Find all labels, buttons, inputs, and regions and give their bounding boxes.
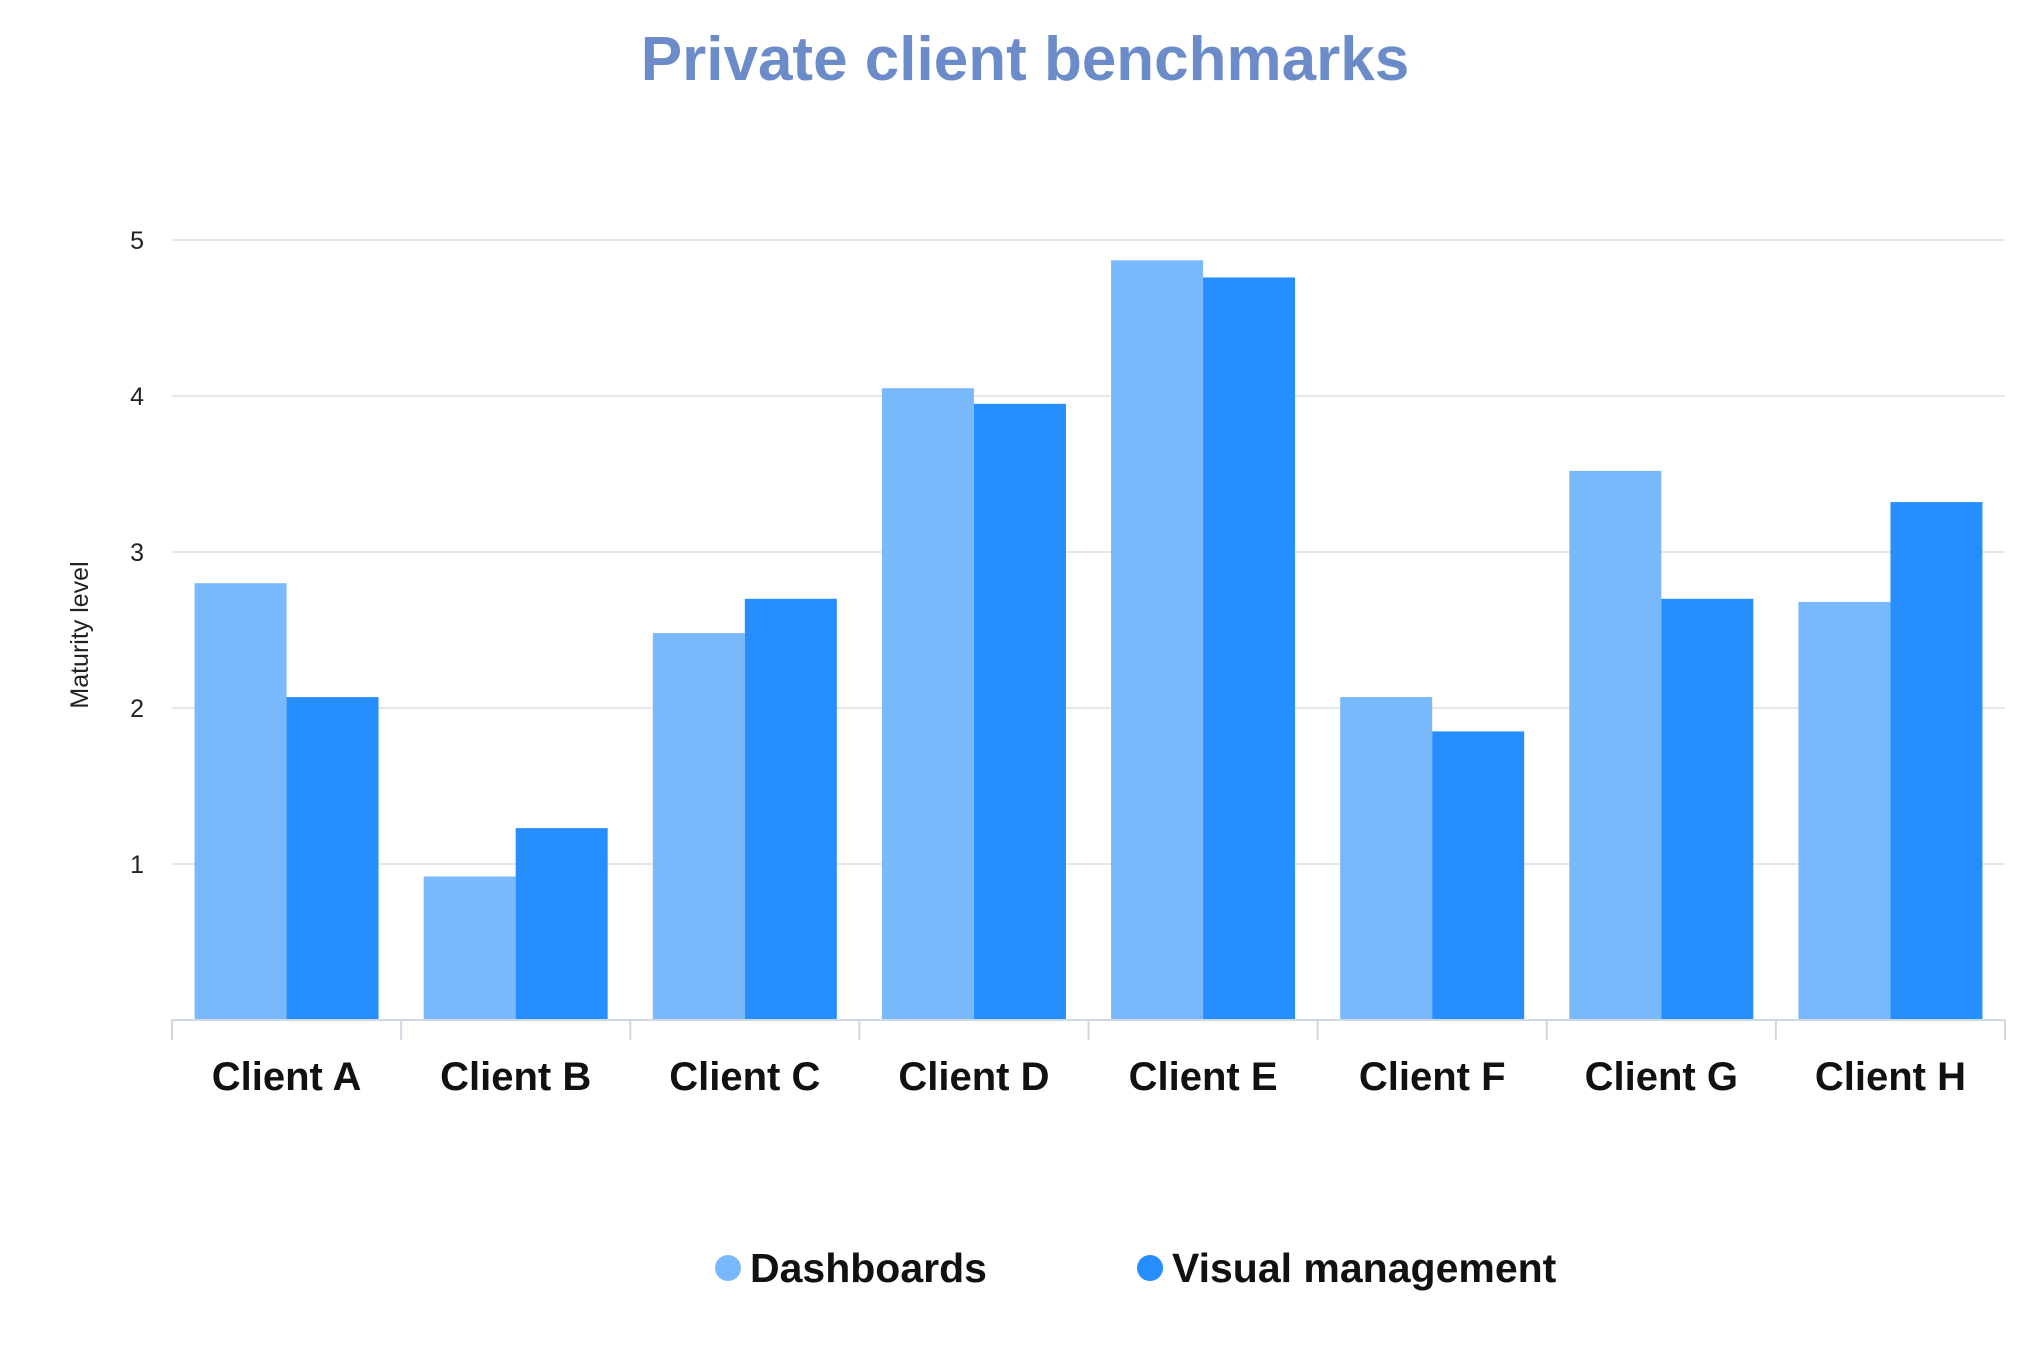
chart-title: Private client benchmarks bbox=[641, 25, 1409, 94]
x-tick-label: Client H bbox=[1815, 1055, 1966, 1099]
x-tick-label: Client E bbox=[1129, 1055, 1278, 1099]
x-tick-label: Client A bbox=[212, 1055, 362, 1099]
bar-client-e-dashboards bbox=[1111, 260, 1204, 1020]
bar-client-a-visual-management bbox=[286, 697, 379, 1020]
bars bbox=[194, 260, 1983, 1021]
x-tick-label: Client B bbox=[440, 1055, 591, 1099]
x-tick-label: Client G bbox=[1585, 1055, 1738, 1099]
bar-client-g-dashboards bbox=[1569, 470, 1662, 1020]
y-tick-label: 2 bbox=[130, 695, 144, 723]
y-tick-label: 5 bbox=[130, 227, 144, 255]
legend-marker bbox=[1137, 1255, 1163, 1281]
bar-client-d-visual-management bbox=[973, 403, 1066, 1020]
bar-client-a-dashboards bbox=[194, 583, 287, 1020]
legend-marker bbox=[715, 1255, 741, 1281]
bar-client-e-visual-management bbox=[1203, 277, 1296, 1020]
y-axis-label: Maturity level bbox=[66, 561, 94, 708]
legend-label: Visual management bbox=[1172, 1245, 1557, 1291]
x-tick-label: Client C bbox=[669, 1055, 820, 1099]
x-tick-label: Client D bbox=[898, 1055, 1049, 1099]
bar-client-c-dashboards bbox=[652, 633, 745, 1020]
bar-client-b-dashboards bbox=[423, 876, 516, 1020]
y-tick-label: 1 bbox=[130, 851, 144, 879]
y-tick-label: 4 bbox=[130, 383, 144, 411]
bar-client-b-visual-management bbox=[515, 828, 608, 1020]
legend: Dashboards Visual management bbox=[715, 1245, 1557, 1291]
bar-client-f-dashboards bbox=[1340, 697, 1433, 1020]
bar-client-g-visual-management bbox=[1661, 598, 1754, 1020]
x-tick-label: Client F bbox=[1359, 1055, 1506, 1099]
bar-client-c-visual-management bbox=[744, 598, 837, 1020]
bar-client-h-visual-management bbox=[1890, 502, 1983, 1021]
bar-client-d-dashboards bbox=[881, 388, 974, 1020]
bar-client-h-dashboards bbox=[1798, 601, 1891, 1020]
legend-label: Dashboards bbox=[750, 1245, 987, 1291]
x-axis: Client A Client B Client C Client D Client E… bbox=[171, 1019, 2006, 1099]
bar-client-f-visual-management bbox=[1432, 731, 1525, 1020]
y-tick-label: 3 bbox=[130, 539, 144, 567]
